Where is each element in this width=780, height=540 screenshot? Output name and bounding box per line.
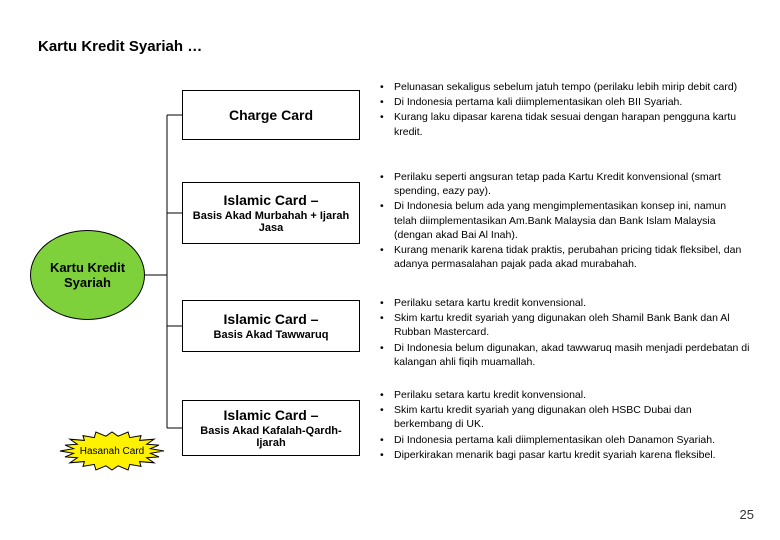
bullets-charge: Pelunasan sekaligus sebelum jatuh tempo … [380, 80, 750, 140]
page-title: Kartu Kredit Syariah … [38, 38, 202, 55]
card-subtitle: Basis Akad Kafalah-Qardh-Ijarah [187, 425, 355, 449]
bullet-item: Perilaku setara kartu kredit konvensiona… [380, 388, 750, 402]
main-oval-node: Kartu Kredit Syariah [30, 230, 145, 320]
card-subtitle: Basis Akad Murbahah + Ijarah Jasa [187, 210, 355, 234]
burst-label: Hasanah Card [80, 446, 144, 457]
bullets-tawwaruq: Perilaku setara kartu kredit konvensiona… [380, 296, 750, 370]
bullet-item: Kurang menarik karena tidak praktis, per… [380, 243, 750, 271]
bullet-item: Perilaku seperti angsuran tetap pada Kar… [380, 170, 750, 198]
bullets-murbahah: Perilaku seperti angsuran tetap pada Kar… [380, 170, 750, 272]
card-subtitle: Basis Akad Tawwaruq [214, 329, 329, 341]
bullet-item: Skim kartu kredit syariah yang digunakan… [380, 311, 750, 339]
bullet-item: Di Indonesia belum digunakan, akad tawwa… [380, 341, 750, 369]
card-tawwaruq: Islamic Card – Basis Akad Tawwaruq [182, 300, 360, 352]
card-title: Islamic Card – [224, 311, 319, 327]
bullet-item: Kurang laku dipasar karena tidak sesuai … [380, 110, 750, 138]
bullet-item: Di Indonesia pertama kali diimplementasi… [380, 433, 750, 447]
card-charge: Charge Card [182, 90, 360, 140]
card-kafalah: Islamic Card – Basis Akad Kafalah-Qardh-… [182, 400, 360, 456]
bullet-item: Skim kartu kredit syariah yang digunakan… [380, 403, 750, 431]
bullet-item: Diperkirakan menarik bagi pasar kartu kr… [380, 448, 750, 462]
bullets-kafalah: Perilaku setara kartu kredit konvensiona… [380, 388, 750, 463]
bullet-item: Pelunasan sekaligus sebelum jatuh tempo … [380, 80, 750, 94]
main-oval-label: Kartu Kredit Syariah [31, 260, 144, 290]
bullet-item: Di Indonesia belum ada yang mengimplemen… [380, 199, 750, 242]
card-murbahah: Islamic Card – Basis Akad Murbahah + Ija… [182, 182, 360, 244]
page-number: 25 [740, 507, 754, 522]
card-title: Islamic Card – [224, 192, 319, 208]
burst-node: Hasanah Card [52, 430, 172, 472]
bullet-item: Perilaku setara kartu kredit konvensiona… [380, 296, 750, 310]
card-title: Charge Card [229, 107, 313, 123]
card-title: Islamic Card – [224, 407, 319, 423]
bullet-item: Di Indonesia pertama kali diimplementasi… [380, 95, 750, 109]
